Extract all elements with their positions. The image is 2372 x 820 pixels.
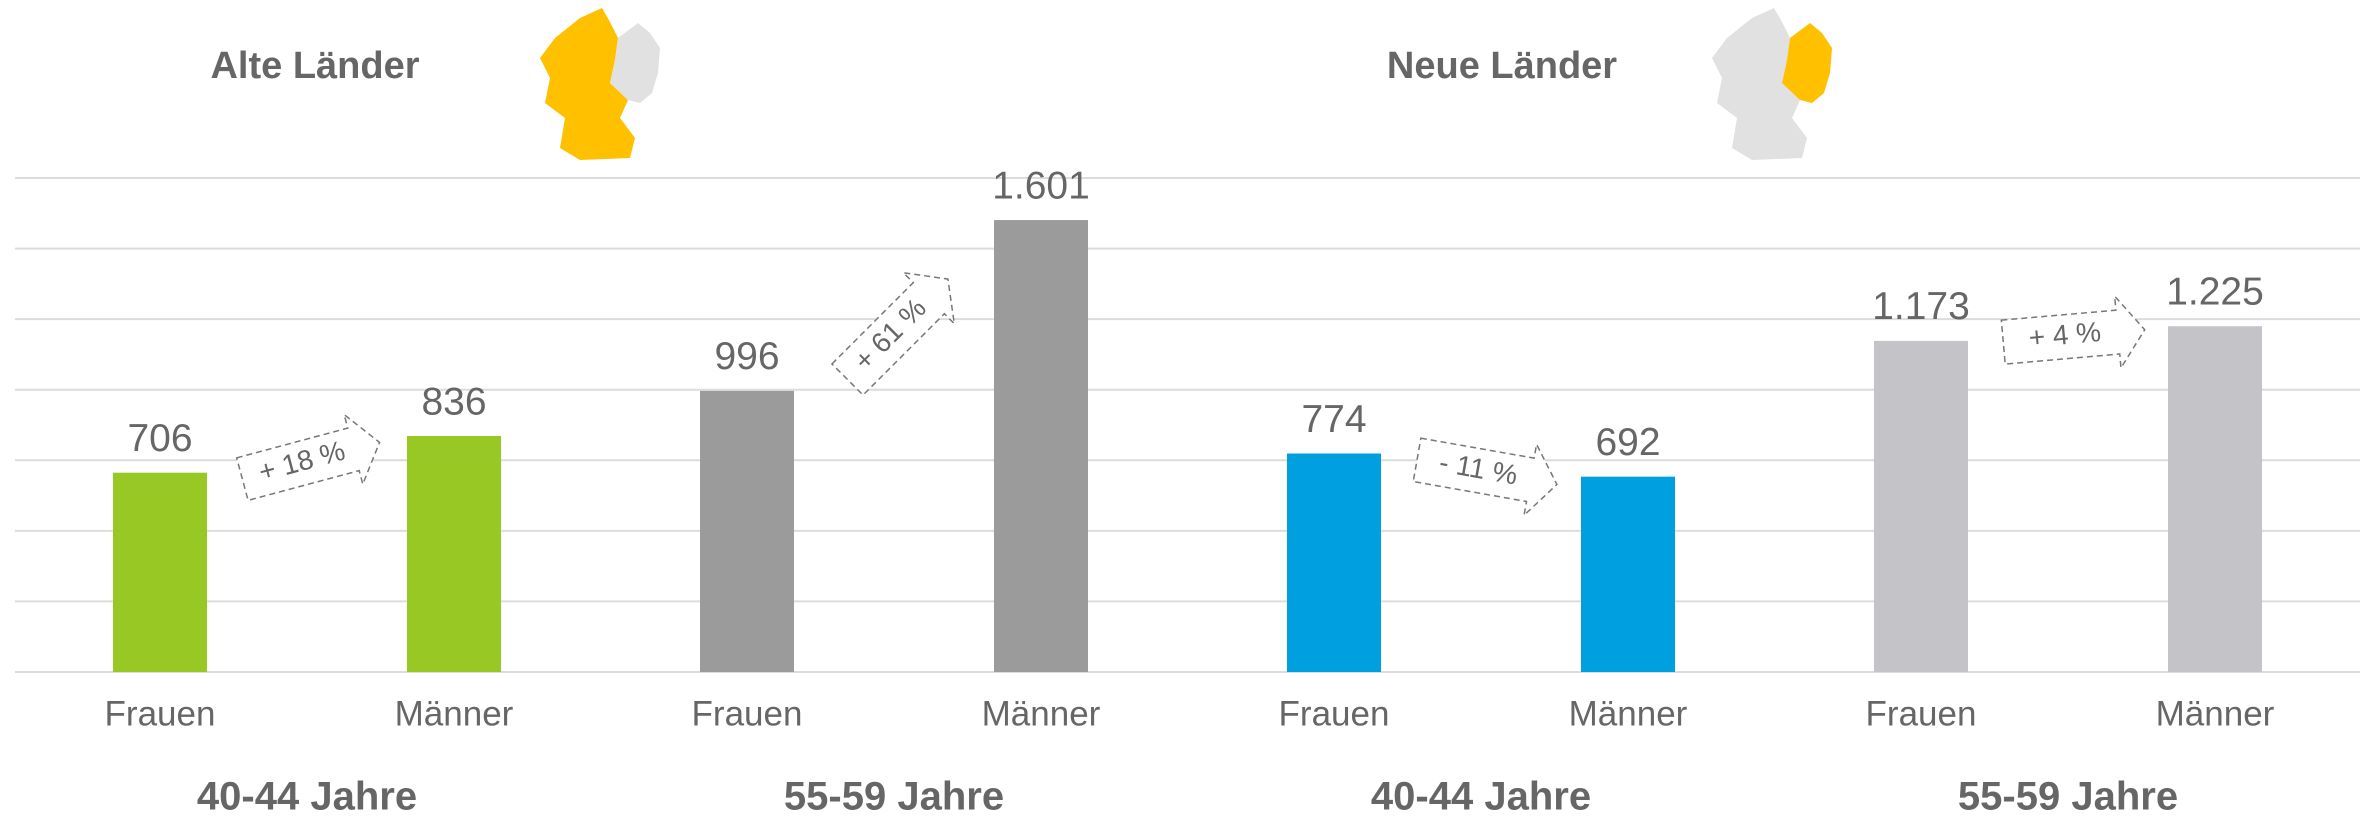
group-label: 55-59 Jahre — [784, 775, 1004, 819]
x-tick-label: Männer — [395, 694, 514, 733]
bar — [2168, 326, 2262, 672]
arrow-outline — [2000, 294, 2146, 371]
bar — [1581, 476, 1675, 672]
change-arrow: - 11 % — [1412, 437, 1558, 518]
value-label: 774 — [1301, 398, 1366, 441]
x-tick-label: Frauen — [1279, 694, 1390, 733]
x-tick-label: Frauen — [105, 694, 216, 733]
map-east — [1712, 8, 1832, 160]
arrow-outline — [235, 412, 381, 502]
value-label: 1.173 — [1872, 285, 1970, 328]
x-tick-label: Frauen — [692, 694, 803, 733]
group-label: 40-44 Jahre — [197, 775, 417, 819]
bar — [407, 436, 501, 672]
change-arrow: + 61 % — [830, 271, 956, 397]
value-label: 1.225 — [2166, 270, 2264, 313]
value-label: 692 — [1595, 421, 1660, 464]
value-label: 1.601 — [992, 164, 1090, 207]
region-title: Neue Länder — [1387, 45, 1617, 87]
x-tick-label: Männer — [982, 694, 1101, 733]
value-label: 706 — [127, 417, 192, 460]
arrow-outline — [1412, 437, 1558, 518]
change-label: + 4 % — [2027, 316, 2102, 353]
arrow-outline — [830, 271, 956, 397]
change-arrow: + 18 % — [235, 412, 381, 502]
x-tick-label: Frauen — [1866, 694, 1977, 733]
bar — [1287, 453, 1381, 672]
bar — [994, 220, 1088, 672]
value-label: 996 — [714, 335, 779, 378]
change-arrow: + 4 % — [2000, 294, 2146, 371]
bar — [1874, 340, 1968, 672]
region-title: Alte Länder — [210, 45, 419, 87]
x-tick-label: Männer — [1569, 694, 1688, 733]
x-tick-label: Männer — [2156, 694, 2275, 733]
map-west — [540, 8, 660, 160]
bar — [700, 390, 794, 672]
value-label: 836 — [421, 380, 486, 423]
group-label: 55-59 Jahre — [1958, 775, 2178, 819]
bar — [113, 472, 207, 672]
group-label: 40-44 Jahre — [1371, 775, 1591, 819]
